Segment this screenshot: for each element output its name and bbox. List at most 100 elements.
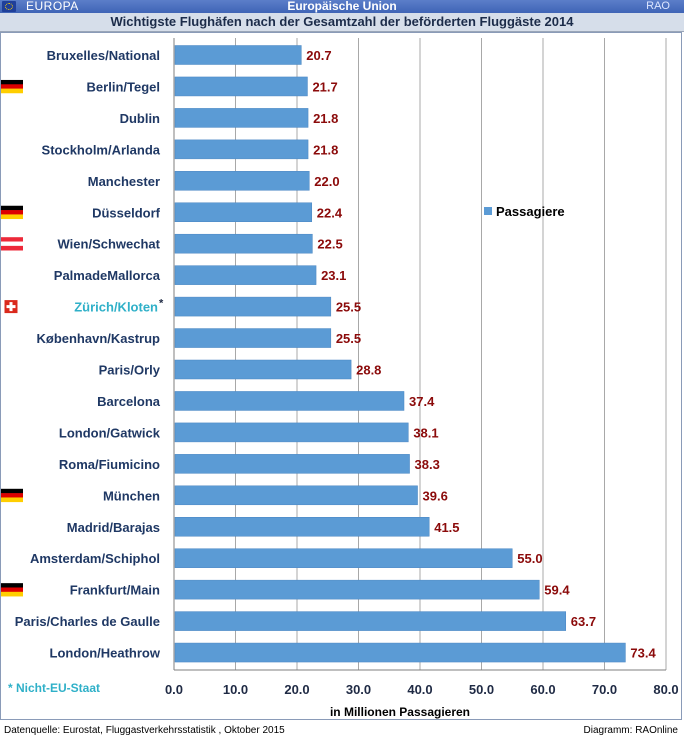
bar: [174, 642, 626, 663]
x-tick-label: 80.0: [653, 682, 678, 697]
data-label: 22.4: [317, 205, 343, 220]
category-label: Amsterdam/Schiphol: [30, 551, 160, 566]
germany-flag-icon: [1, 205, 23, 211]
category-label: Frankfurt/Main: [70, 583, 160, 598]
data-label: 63.7: [571, 614, 596, 629]
bar: [174, 265, 317, 285]
data-label: 23.1: [321, 268, 346, 283]
bar: [174, 233, 313, 254]
germany-flag-icon: [1, 583, 23, 588]
bar: [174, 45, 302, 65]
non-eu-asterisk: *: [159, 298, 164, 310]
legend-label: Passagiere: [496, 204, 565, 219]
bar: [174, 359, 352, 380]
category-label: Stockholm/Arlanda: [42, 142, 161, 157]
category-label: Barcelona: [97, 394, 161, 409]
category-label: Madrid/Barajas: [67, 520, 160, 535]
bar: [174, 422, 409, 443]
germany-flag-icon: [1, 497, 23, 503]
data-label: 41.5: [434, 520, 459, 535]
bar: [174, 517, 430, 537]
category-label: PalmadeMallorca: [54, 268, 161, 283]
category-label: Bruxelles/National: [47, 48, 160, 63]
category-label: Paris/Charles de Gaulle: [15, 614, 160, 629]
category-label: London/Gatwick: [59, 425, 161, 440]
category-label: München: [103, 488, 160, 503]
data-label: 21.8: [313, 142, 338, 157]
category-label: Wien/Schwechat: [58, 237, 161, 252]
chart-title: Wichtigste Flughäfen nach der Gesamtzahl…: [0, 13, 684, 32]
x-tick-label: 20.0: [284, 682, 309, 697]
category-label: Dublin: [120, 111, 160, 126]
category-label: London/Heathrow: [50, 646, 161, 661]
austria-flag-icon: [1, 237, 23, 242]
x-tick-label: 30.0: [346, 682, 371, 697]
germany-flag-icon: [1, 587, 23, 593]
data-label: 37.4: [409, 394, 435, 409]
austria-flag-icon: [1, 241, 23, 247]
bar: [174, 454, 410, 474]
bar: [174, 485, 418, 506]
bar: [174, 391, 405, 411]
germany-flag-icon: [1, 84, 23, 89]
x-tick-label: 50.0: [469, 682, 494, 697]
bar: [174, 139, 309, 160]
category-label: Düsseldorf: [92, 205, 161, 220]
data-label: 73.4: [630, 646, 656, 661]
category-label: København/Kastrup: [36, 331, 160, 346]
bar: [174, 171, 310, 191]
germany-flag-icon: [1, 88, 23, 94]
category-label: Berlin/Tegel: [87, 79, 160, 94]
category-label: Roma/Fiumicino: [59, 457, 160, 472]
data-label: 39.6: [423, 488, 448, 503]
bar: [174, 202, 313, 222]
germany-flag-icon: [1, 493, 23, 498]
region-label: EUROPA: [26, 0, 79, 13]
credit-note: Diagramm: RAOnline: [583, 725, 678, 736]
data-label: 25.5: [336, 331, 361, 346]
germany-flag-icon: [1, 210, 23, 215]
germany-flag-icon: [1, 214, 23, 220]
footnote: * Nicht-EU-Staat: [8, 681, 100, 695]
source-note: Datenquelle: Eurostat, Fluggastverkehrss…: [4, 725, 285, 736]
bar: [174, 296, 332, 317]
category-label: Paris/Orly: [99, 363, 161, 378]
data-label: 21.7: [312, 79, 337, 94]
union-label: Europäische Union: [287, 0, 397, 13]
data-label: 21.8: [313, 111, 338, 126]
data-label: 59.4: [544, 583, 570, 598]
x-tick-label: 60.0: [530, 682, 555, 697]
bar: [174, 611, 567, 631]
bar: [174, 328, 332, 348]
legend-swatch: [484, 207, 492, 215]
category-label: Zürich/Kloten: [74, 300, 158, 315]
germany-flag-icon: [1, 79, 23, 85]
bar: [174, 108, 309, 128]
data-label: 55.0: [517, 551, 542, 566]
germany-flag-icon: [1, 488, 23, 494]
x-tick-label: 40.0: [407, 682, 432, 697]
data-label: 38.1: [413, 425, 438, 440]
bar: [174, 579, 540, 600]
top-banner: EUROPA Europäische Union RAO: [0, 0, 684, 13]
data-label: 38.3: [415, 457, 440, 472]
switzerland-cross-icon: [6, 305, 16, 309]
x-tick-label: 10.0: [223, 682, 248, 697]
data-label: 25.5: [336, 300, 361, 315]
bar: [174, 548, 513, 568]
x-axis-label: in Millionen Passagieren: [330, 705, 470, 719]
chart-frame: [0, 32, 682, 720]
x-tick-label: 0.0: [165, 682, 183, 697]
data-label: 22.0: [314, 174, 339, 189]
brand-label: RAO: [646, 0, 670, 12]
x-tick-label: 70.0: [592, 682, 617, 697]
bar: [174, 76, 308, 97]
data-label: 28.8: [356, 363, 381, 378]
germany-flag-icon: [1, 591, 23, 597]
austria-flag-icon: [1, 245, 23, 251]
data-label: 20.7: [306, 48, 331, 63]
footer: Datenquelle: Eurostat, Fluggastverkehrss…: [0, 722, 684, 739]
data-label: 22.5: [317, 237, 342, 252]
category-label: Manchester: [88, 174, 160, 189]
